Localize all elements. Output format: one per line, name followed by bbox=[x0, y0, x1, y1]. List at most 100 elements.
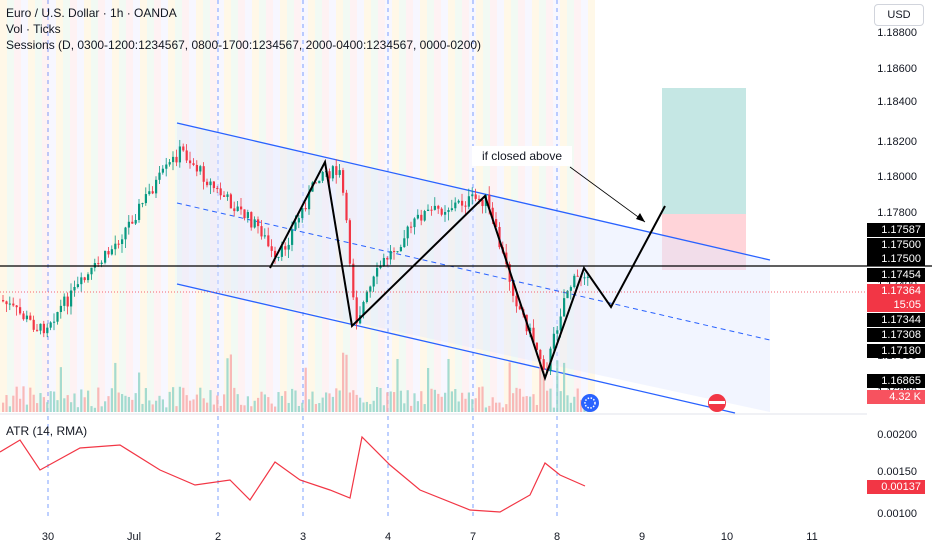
session-band bbox=[154, 0, 161, 412]
session-band bbox=[112, 0, 119, 412]
price-axis-tick-label: 1.18000 bbox=[877, 171, 917, 183]
session-band bbox=[14, 0, 21, 412]
candle-body bbox=[172, 156, 175, 163]
session-band bbox=[518, 0, 525, 412]
volume-bar bbox=[12, 395, 15, 412]
candle-body bbox=[29, 315, 32, 320]
candle-body bbox=[274, 250, 277, 258]
volume-bar bbox=[209, 390, 212, 412]
volume-bar bbox=[444, 392, 447, 412]
volume-bar bbox=[270, 403, 273, 412]
session-band bbox=[553, 0, 560, 412]
volume-bar bbox=[569, 402, 572, 412]
candle-body bbox=[573, 275, 576, 288]
volume-bar bbox=[2, 402, 5, 412]
channel-upper-line bbox=[176, 122, 771, 261]
volume-bar bbox=[155, 400, 158, 412]
candle-body bbox=[277, 256, 280, 258]
volume-bar bbox=[148, 400, 151, 412]
candle-body bbox=[59, 305, 62, 313]
volume-bar bbox=[345, 354, 348, 412]
candle-body bbox=[410, 226, 413, 228]
volume-bar bbox=[552, 407, 555, 412]
candle-body bbox=[246, 212, 249, 219]
session-band bbox=[504, 0, 511, 412]
candle-body bbox=[314, 182, 317, 184]
currency-button[interactable]: USD bbox=[874, 4, 924, 26]
session-band bbox=[273, 0, 280, 412]
candle-body bbox=[36, 329, 39, 331]
volume-bar bbox=[382, 405, 385, 412]
time-axis-tick-label: 9 bbox=[638, 531, 646, 543]
volume-bar bbox=[117, 392, 120, 412]
candle-body bbox=[338, 170, 341, 175]
session-band bbox=[63, 0, 70, 412]
candle-body bbox=[39, 323, 42, 331]
candle-body bbox=[63, 296, 66, 306]
candle-body bbox=[284, 246, 287, 250]
volume-bar bbox=[287, 402, 290, 412]
volume-bar bbox=[161, 399, 164, 412]
candle-body bbox=[155, 179, 158, 194]
volume-bar bbox=[206, 402, 209, 412]
volume-bar bbox=[240, 404, 243, 412]
volume-bar bbox=[495, 402, 498, 412]
volume-bar bbox=[46, 402, 49, 412]
volume-bar bbox=[365, 401, 368, 412]
session-band bbox=[98, 0, 105, 412]
candle-body bbox=[355, 297, 358, 324]
candle-body bbox=[450, 208, 453, 211]
candle-body bbox=[291, 229, 294, 245]
session-band bbox=[301, 0, 308, 412]
volume-bar bbox=[291, 388, 294, 412]
time-axis-tick-label: 4 bbox=[384, 531, 392, 543]
session-band bbox=[350, 0, 357, 412]
volume-bar bbox=[53, 391, 56, 412]
candle-body bbox=[53, 321, 56, 323]
volume-bar bbox=[505, 404, 508, 412]
volume-bar bbox=[484, 407, 487, 412]
session-band bbox=[189, 0, 196, 412]
price-tag: 1.17454 bbox=[867, 268, 925, 282]
candle-body bbox=[563, 298, 566, 317]
candle-body bbox=[263, 235, 266, 237]
time-axis-tick-label: 3 bbox=[299, 531, 307, 543]
volume-bar bbox=[430, 388, 433, 412]
annotation-callout[interactable]: if closed above bbox=[472, 146, 572, 166]
session-band bbox=[119, 0, 126, 412]
volume-bar bbox=[189, 400, 192, 412]
volume-bar bbox=[192, 399, 195, 412]
candle-body bbox=[15, 305, 18, 308]
volume-bar bbox=[348, 392, 351, 412]
candle-body bbox=[542, 359, 545, 370]
candle-body bbox=[403, 238, 406, 248]
session-band bbox=[133, 0, 140, 412]
volume-bar bbox=[63, 398, 66, 412]
volume-bar bbox=[427, 367, 430, 412]
candle-body bbox=[165, 164, 168, 169]
candle-body bbox=[267, 235, 270, 247]
session-band bbox=[322, 0, 329, 412]
candle-body bbox=[25, 315, 28, 320]
volume-bar bbox=[25, 404, 28, 412]
candle-body bbox=[138, 203, 141, 220]
candle-body bbox=[12, 303, 15, 306]
volume-bar bbox=[304, 367, 307, 412]
session-band bbox=[574, 0, 581, 412]
session-band bbox=[28, 0, 35, 412]
volume-bar bbox=[274, 406, 277, 412]
candle-body bbox=[90, 267, 93, 275]
volume-bar bbox=[66, 395, 69, 412]
candle-body bbox=[42, 323, 45, 334]
candle-body bbox=[134, 219, 137, 224]
session-band bbox=[245, 0, 252, 412]
volume-bar bbox=[331, 396, 334, 412]
volume-bar bbox=[168, 391, 171, 412]
candle-body bbox=[420, 214, 423, 221]
volume-bar bbox=[321, 397, 324, 412]
volume-bar bbox=[172, 387, 175, 412]
volume-bar bbox=[195, 394, 198, 412]
candle-body bbox=[107, 251, 110, 255]
